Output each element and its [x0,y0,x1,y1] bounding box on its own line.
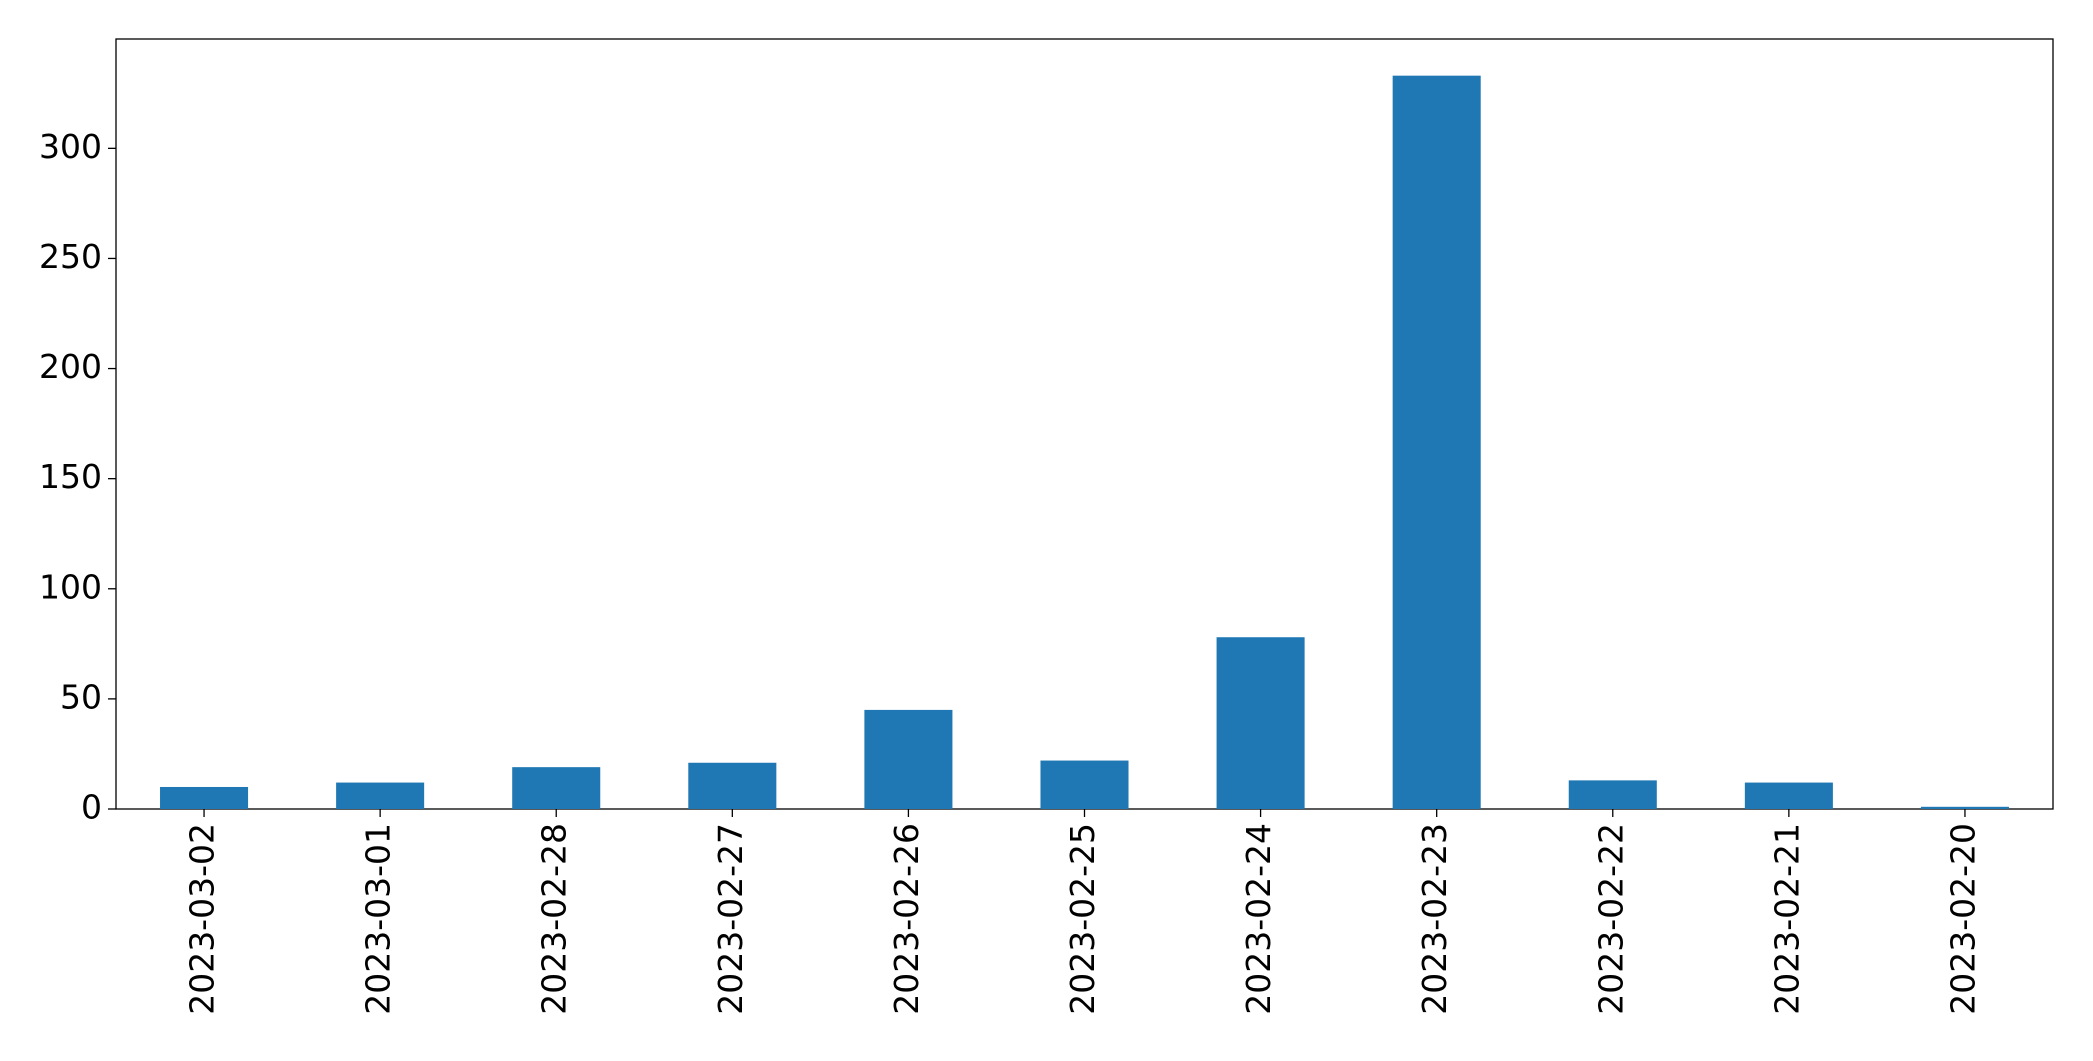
y-tick-label: 300 [39,127,102,166]
plot-frame [115,38,2054,810]
x-tick-label: 2023-02-26 [887,823,926,1015]
x-tick-label: 2023-02-22 [1591,823,1630,1015]
y-tick-label: 0 [81,788,102,827]
x-tick-label: 2023-02-25 [1063,823,1102,1015]
y-tick-label: 50 [60,677,102,716]
bar [1216,637,1305,809]
bar [336,782,425,809]
x-tick-label: 2023-02-28 [535,823,574,1015]
x-tick-label: 2023-03-02 [183,823,222,1015]
y-tick-label: 200 [39,347,102,386]
bar [1040,760,1129,809]
bar [688,762,777,809]
x-tick-label: 2023-02-27 [711,823,750,1015]
y-tick-label: 150 [39,457,102,496]
bar [1392,75,1481,809]
x-tick-label: 2023-02-21 [1767,823,1806,1015]
bar [1920,806,2009,809]
bar [864,709,953,809]
bar [1568,780,1657,809]
x-tick-label: 2023-02-20 [1943,823,1982,1015]
bar [160,786,249,809]
x-tick-label: 2023-03-01 [359,823,398,1015]
y-tick-label: 100 [39,567,102,606]
y-tick-label: 250 [39,237,102,276]
bar [1744,782,1833,809]
x-tick-label: 2023-02-24 [1239,823,1278,1015]
bar [512,767,601,809]
x-tick-label: 2023-02-23 [1415,823,1454,1015]
